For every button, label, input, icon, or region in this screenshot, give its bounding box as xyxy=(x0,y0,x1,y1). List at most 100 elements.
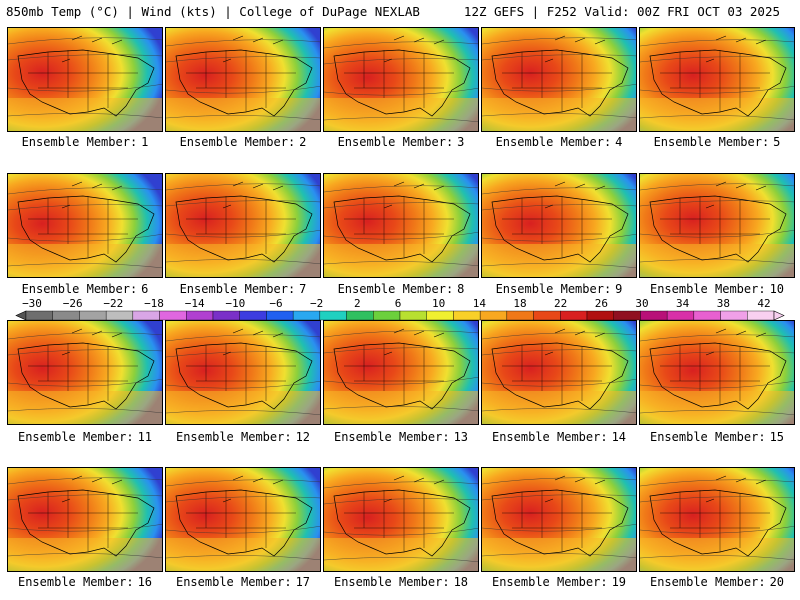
member-label-prefix: Ensemble Member: xyxy=(491,430,608,444)
colorbar-swatch xyxy=(239,310,267,321)
ensemble-member-label: Ensemble Member: 20 xyxy=(638,575,796,589)
ensemble-member-label: Ensemble Member: 1 xyxy=(6,135,164,149)
ensemble-member-map xyxy=(639,27,795,132)
ensemble-member-label: Ensemble Member: 3 xyxy=(322,135,480,149)
member-label-prefix: Ensemble Member: xyxy=(337,135,454,149)
member-number: 3 xyxy=(457,135,465,149)
colorbar-swatch xyxy=(159,310,187,321)
ensemble-member-map xyxy=(7,467,163,572)
member-number: 20 xyxy=(769,575,785,589)
colorbar-max-arrow xyxy=(773,310,785,321)
ensemble-member-label: Ensemble Member: 18 xyxy=(322,575,480,589)
colorbar-swatch xyxy=(426,310,454,321)
colorbar-tick-label: 10 xyxy=(432,297,445,310)
colorbar-swatch xyxy=(640,310,668,321)
ensemble-member-label: Ensemble Member: 9 xyxy=(480,282,638,296)
map-title: 850mb Temp (°C) | Wind (kts) | College o… xyxy=(6,4,420,19)
colorbar-tick-label: −26 xyxy=(63,297,83,310)
ensemble-member-map xyxy=(323,467,479,572)
colorbar-swatch xyxy=(720,310,748,321)
ensemble-member-label: Ensemble Member: 12 xyxy=(164,430,322,444)
member-number: 19 xyxy=(611,575,627,589)
member-number: 9 xyxy=(615,282,623,296)
member-number: 16 xyxy=(137,575,153,589)
colorbar-swatch xyxy=(560,310,588,321)
colorbar-swatch xyxy=(373,310,401,321)
ensemble-member-map xyxy=(165,320,321,425)
ensemble-member-label: Ensemble Member: 17 xyxy=(164,575,322,589)
colorbar-swatch xyxy=(212,310,240,321)
ensemble-member-map xyxy=(7,173,163,278)
member-number: 13 xyxy=(453,430,469,444)
ensemble-member-map xyxy=(323,27,479,132)
ensemble-member-map xyxy=(323,173,479,278)
ensemble-member-label: Ensemble Member: 7 xyxy=(164,282,322,296)
member-number: 18 xyxy=(453,575,469,589)
colorbar-tick-label: −2 xyxy=(310,297,323,310)
member-label-prefix: Ensemble Member: xyxy=(649,282,766,296)
member-number: 1 xyxy=(141,135,149,149)
ensemble-member-map xyxy=(7,320,163,425)
ensemble-member-label: Ensemble Member: 5 xyxy=(638,135,796,149)
colorbar-tick-label: −18 xyxy=(144,297,164,310)
ensemble-member-map xyxy=(639,467,795,572)
colorbar-swatch xyxy=(747,310,775,321)
ensemble-member-map xyxy=(639,320,795,425)
ensemble-member-label: Ensemble Member: 8 xyxy=(322,282,480,296)
colorbar-swatch xyxy=(453,310,481,321)
colorbar-tick-label: −6 xyxy=(269,297,282,310)
ensemble-member-map xyxy=(323,320,479,425)
member-number: 4 xyxy=(615,135,623,149)
ensemble-member-label: Ensemble Member: 10 xyxy=(638,282,796,296)
member-number: 11 xyxy=(137,430,153,444)
member-label-prefix: Ensemble Member: xyxy=(21,135,138,149)
member-label-prefix: Ensemble Member: xyxy=(179,135,296,149)
colorbar-swatch xyxy=(666,310,695,321)
colorbar-tick-label: 22 xyxy=(554,297,567,310)
colorbar-tick-label: 14 xyxy=(473,297,487,310)
member-label-prefix: Ensemble Member: xyxy=(653,135,770,149)
colorbar-swatch xyxy=(586,310,614,321)
ensemble-member-map xyxy=(165,27,321,132)
ensemble-member-label: Ensemble Member: 19 xyxy=(480,575,638,589)
colorbar-tick-label: −22 xyxy=(103,297,123,310)
ensemble-member-label: Ensemble Member: 4 xyxy=(480,135,638,149)
ensemble-member-label: Ensemble Member: 11 xyxy=(6,430,164,444)
colorbar-swatch xyxy=(132,310,160,321)
ensemble-member-label: Ensemble Member: 6 xyxy=(6,282,164,296)
colorbar-swatch xyxy=(292,310,321,321)
colorbar-min-arrow xyxy=(15,310,27,321)
ensemble-member-map xyxy=(481,320,637,425)
colorbar-tick-label: 42 xyxy=(757,297,770,310)
member-label-prefix: Ensemble Member: xyxy=(649,430,766,444)
colorbar-swatch xyxy=(399,310,427,321)
member-label-prefix: Ensemble Member: xyxy=(495,135,612,149)
member-label-prefix: Ensemble Member: xyxy=(179,282,296,296)
member-label-prefix: Ensemble Member: xyxy=(175,575,292,589)
ensemble-member-map xyxy=(481,467,637,572)
colorbar-tick-label: 30 xyxy=(635,297,648,310)
temperature-colorbar: −30 −26 −22 −18 −14 −10 −6 −2 2 6 10 14 18 22 26 30 34 38… xyxy=(15,297,785,321)
member-number: 14 xyxy=(611,430,627,444)
member-number: 8 xyxy=(457,282,465,296)
ensemble-member-label: Ensemble Member: 15 xyxy=(638,430,796,444)
ensemble-member-label: Ensemble Member: 16 xyxy=(6,575,164,589)
colorbar-swatch xyxy=(79,310,107,321)
ensemble-member-map xyxy=(165,467,321,572)
ensemble-member-map xyxy=(165,173,321,278)
ensemble-member-map xyxy=(481,27,637,132)
member-label-prefix: Ensemble Member: xyxy=(17,430,134,444)
member-label-prefix: Ensemble Member: xyxy=(333,430,450,444)
colorbar-swatch xyxy=(346,310,374,321)
member-number: 17 xyxy=(295,575,311,589)
member-number: 2 xyxy=(299,135,307,149)
colorbar-swatch xyxy=(693,310,721,321)
member-label-prefix: Ensemble Member: xyxy=(17,575,134,589)
colorbar-tick-label: −10 xyxy=(225,297,245,310)
colorbar-swatch xyxy=(506,310,534,321)
member-number: 12 xyxy=(295,430,311,444)
member-label-prefix: Ensemble Member: xyxy=(333,575,450,589)
member-label-prefix: Ensemble Member: xyxy=(21,282,138,296)
colorbar-swatch xyxy=(533,310,561,321)
colorbar-tick-label: 2 xyxy=(354,297,361,310)
